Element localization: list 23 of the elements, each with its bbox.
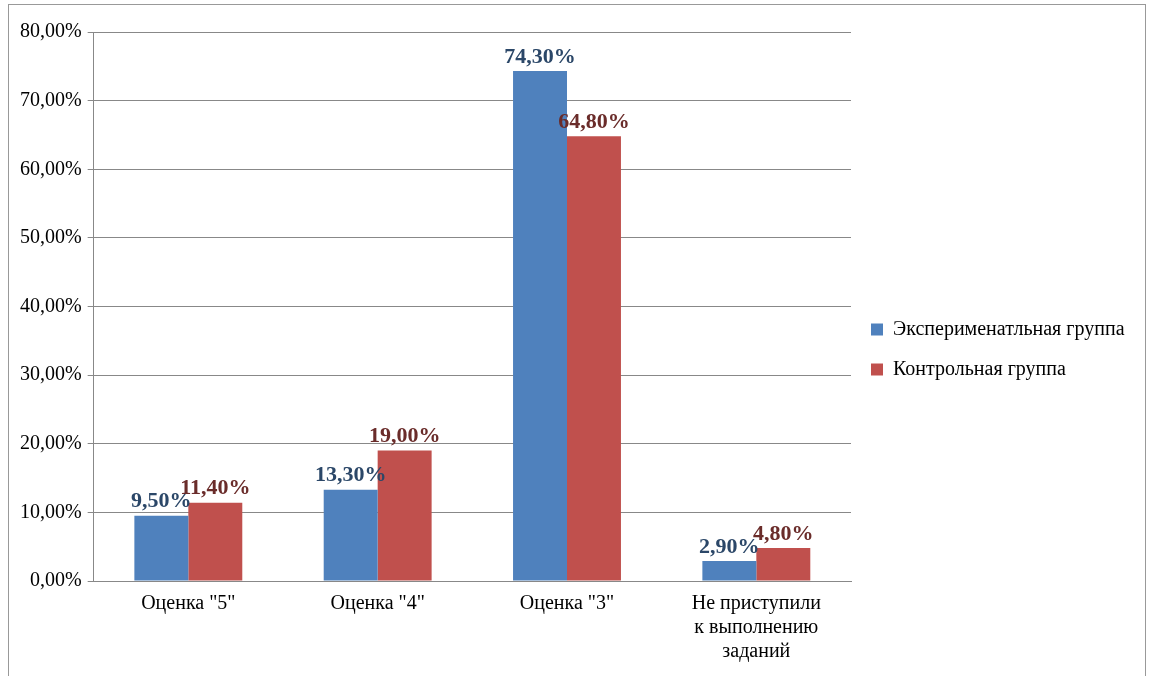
bar [188,502,243,581]
legend-label: Контрольная группа [893,356,1066,380]
x-tick-label: Оценка "5" [141,591,236,615]
x-tick-label: Не приступили к выполнению заданий [691,591,822,663]
data-label: 19,00% [368,422,441,448]
bar [756,548,811,581]
y-tick-label: 20,00% [19,431,82,453]
bar [323,489,378,581]
y-tick-label: 30,00% [19,362,82,385]
bar [702,561,757,581]
legend-label: Эксперименатльная группа [893,316,1125,340]
y-tick-label: 60,00% [19,156,82,179]
y-tick-label: 50,00% [19,225,82,248]
y-tick-label: 70,00% [19,87,82,110]
y-tick-label: 10,00% [19,499,82,522]
bar [567,136,621,581]
x-tick-label: Оценка "4" [330,591,425,615]
y-tick-label: 80,00% [19,19,82,42]
bar [134,515,189,581]
y-tick-label: 40,00% [19,293,82,316]
data-label: 74,30% [504,42,576,68]
x-tick-label: Оценка "3" [519,591,615,615]
y-tick-label: 0,00% [29,568,82,591]
